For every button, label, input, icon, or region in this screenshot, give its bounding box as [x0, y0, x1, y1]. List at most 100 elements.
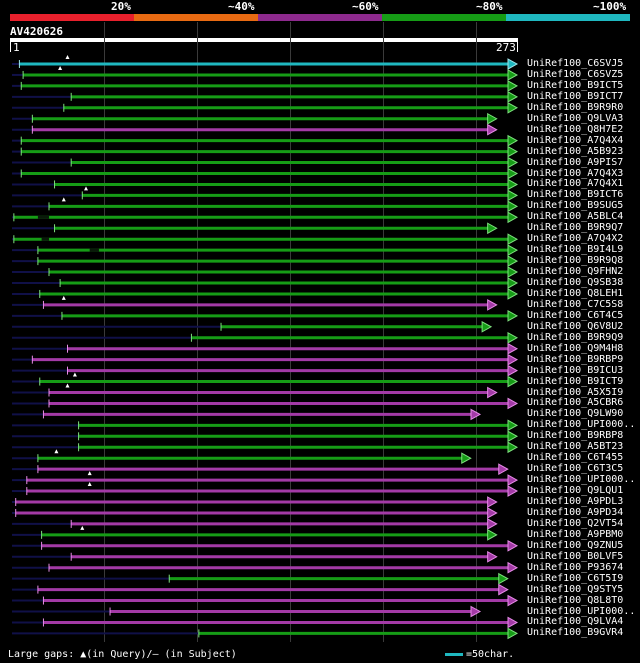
hit-name-label[interactable]: UniRef100_B9SUG5: [527, 200, 624, 212]
footer-legend: Large gaps: ▲(in Query)/– (in Subject): [8, 649, 237, 660]
hit-name-label[interactable]: UniRef100_A9PD34: [527, 506, 624, 518]
hit-query-gap-marker: [72, 372, 77, 377]
footer-legend-prefix: Large gaps:: [8, 649, 81, 660]
hit-arrow-head: [507, 539, 519, 552]
hit-name-label[interactable]: UniRef100_Q9LVA3: [527, 112, 624, 124]
hit-arrow-head: [507, 419, 519, 432]
hit-arrow-head: [507, 189, 519, 202]
hit-name-label[interactable]: UniRef100_A5BT23: [527, 441, 624, 453]
hit-name-label[interactable]: UniRef100_A7Q4X4: [527, 134, 624, 146]
legend-percent-label: ~60%: [352, 0, 379, 13]
hit-name-label[interactable]: UniRef100_Q9LW90: [527, 408, 624, 420]
hit-arrow-head: [487, 112, 498, 125]
legend-band: [258, 14, 382, 21]
hit-arrow-head: [507, 244, 519, 256]
hit-arrow-head: [507, 430, 519, 443]
hit-name-label[interactable]: UniRef100_C6SVZ5: [527, 68, 624, 80]
legend-band: [134, 14, 258, 21]
hit-name-label[interactable]: UniRef100_C7C5S8: [527, 298, 624, 310]
hit-name-label[interactable]: UniRef100_Q6V8U2: [527, 320, 624, 332]
hit-name-label[interactable]: UniRef100_A7Q4X3: [527, 167, 624, 179]
hit-name-label[interactable]: UniRef100_Q9FHN2: [527, 266, 624, 278]
hit-arrow-head: [507, 375, 519, 388]
hit-name-label[interactable]: UniRef100_UPI000..: [527, 605, 636, 617]
hit-name-label[interactable]: UniRef100_UPI000..: [527, 419, 636, 431]
hit-name-label[interactable]: UniRef100_Q9M4H8: [527, 342, 624, 354]
hit-query-gap-marker: [87, 471, 92, 476]
hit-name-label[interactable]: UniRef100_B9ICT9: [527, 375, 624, 387]
legend-percent-label: ~40%: [228, 0, 255, 13]
hit-arrow-head: [507, 134, 519, 147]
hit-name-label[interactable]: UniRef100_P93674: [527, 561, 624, 573]
scale-swatch: [445, 653, 463, 656]
legend-percent-label: ~80%: [476, 0, 503, 13]
ruler-start-tick: [10, 42, 11, 52]
hit-query-gap-marker: [87, 482, 92, 487]
hit-arrow-head: [507, 167, 519, 180]
hit-name-label[interactable]: UniRef100_Q9STY5: [527, 583, 624, 595]
hit-name-label[interactable]: UniRef100_A9PIS7: [527, 156, 624, 168]
hit-name-label[interactable]: UniRef100_C6T4C5: [527, 309, 624, 321]
hit-name-label[interactable]: UniRef100_B9R9R0: [527, 101, 624, 113]
hit-name-label[interactable]: UniRef100_A5X5I9: [527, 386, 624, 398]
hit-arrow-head: [487, 299, 498, 311]
hit-name-label[interactable]: UniRef100_B9ICT6: [527, 189, 624, 201]
hit-arrow-head: [507, 255, 519, 267]
hit-name-label[interactable]: UniRef100_A5B923: [527, 145, 624, 157]
hit-name-label[interactable]: UniRef100_Q9LVA4: [527, 616, 624, 628]
hit-query-gap-marker: [58, 65, 63, 70]
query-ruler: [10, 38, 518, 42]
hit-arrow-head: [507, 397, 519, 410]
hit-name-label[interactable]: UniRef100_A7Q4X2: [527, 233, 624, 245]
hit-name-label[interactable]: UniRef100_A5BLC4: [527, 211, 624, 223]
hit-name-label[interactable]: UniRef100_Q2VT54: [527, 517, 624, 529]
hit-name-label[interactable]: UniRef100_C6SVJ5: [527, 58, 624, 69]
hit-arrow-head: [487, 386, 498, 399]
hit-name-label[interactable]: UniRef100_B9R9Q8: [527, 255, 624, 267]
hit-arrow-head: [507, 364, 519, 377]
query-id: AV420626: [10, 25, 63, 38]
hit-arrow-head: [487, 123, 498, 136]
hit-name-label[interactable]: UniRef100_B9RBP9: [527, 353, 624, 365]
hit-name-label[interactable]: UniRef100_C6T3C5: [527, 463, 624, 475]
hit-name-label[interactable]: UniRef100_Q8LEH1: [527, 287, 624, 299]
grid-line: [383, 22, 384, 642]
hit-name-label[interactable]: UniRef100_A9PBM0: [527, 528, 624, 540]
hit-name-label[interactable]: UniRef100_Q8H7E2: [527, 123, 624, 135]
hit-name-label[interactable]: UniRef100_Q9SB38: [527, 277, 624, 288]
hit-name-label[interactable]: UniRef100_B9ICT5: [527, 79, 624, 91]
scale-label: =50char.: [466, 649, 515, 660]
hit-name-label[interactable]: UniRef100_B9ICT7: [527, 90, 624, 102]
hit-name-label[interactable]: UniRef100_B9RBP8: [527, 430, 624, 442]
hit-name-label[interactable]: UniRef100_B9GVR4: [527, 627, 624, 639]
ruler-end-label: 273: [496, 41, 516, 54]
hit-name-label[interactable]: UniRef100_Q8L8T0: [527, 594, 624, 606]
hit-name-label[interactable]: UniRef100_C6T5I9: [527, 572, 624, 584]
hit-arrow-head: [507, 353, 519, 366]
hit-name-label[interactable]: UniRef100_Q9LQU1: [527, 485, 624, 497]
hit-name-label[interactable]: UniRef100_B9I4L9: [527, 244, 624, 256]
hit-name-label[interactable]: UniRef100_A9PDL3: [527, 496, 624, 507]
hit-name-label[interactable]: UniRef100_B9ICU3: [527, 364, 624, 376]
hit-arrow-head: [507, 101, 519, 114]
hit-arrow-head: [507, 91, 519, 103]
hit-name-label[interactable]: UniRef100_A7Q4X1: [527, 178, 624, 190]
hit-arrow-head: [498, 572, 509, 585]
hit-arrow-head: [507, 310, 519, 322]
hit-name-label[interactable]: UniRef100_Q9ZNU5: [527, 539, 624, 551]
hit-name-label[interactable]: UniRef100_C6T455: [527, 452, 624, 464]
legend-percent-label: ~100%: [593, 0, 627, 13]
hit-name-label[interactable]: UniRef100_B9R9Q9: [527, 331, 624, 343]
hit-arrow-head: [498, 583, 509, 596]
hit-name-label[interactable]: UniRef100_B9R9Q7: [527, 222, 624, 234]
hit-arrow-head: [507, 58, 519, 70]
hit-name-label[interactable]: UniRef100_B0LVF5: [527, 550, 624, 562]
hit-name-label[interactable]: UniRef100_A5CBR6: [527, 397, 624, 409]
hit-arrow-head: [507, 69, 519, 81]
hit-arrow-head: [461, 452, 472, 465]
hit-name-label[interactable]: UniRef100_UPI000..: [527, 474, 636, 486]
hit-arrow-head: [487, 222, 498, 235]
legend-band: [506, 14, 630, 21]
hit-arrow-head: [507, 145, 519, 158]
hit-query-gap-marker: [65, 55, 70, 59]
